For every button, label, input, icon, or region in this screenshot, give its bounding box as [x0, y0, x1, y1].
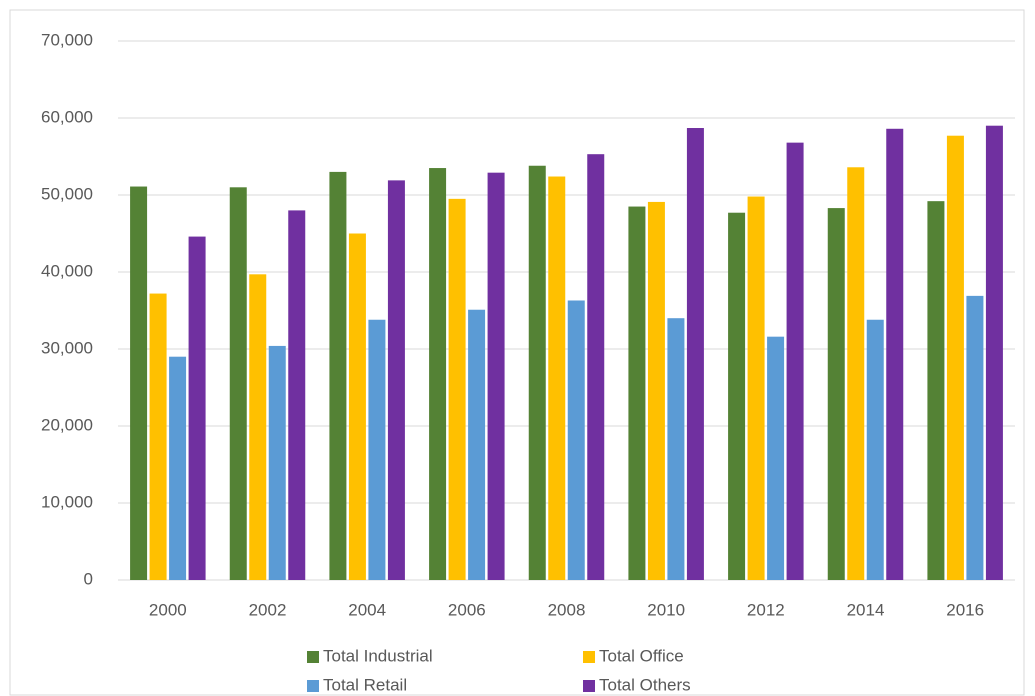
y-tick-label: 30,000 [41, 338, 93, 357]
x-tick-label: 2016 [946, 600, 984, 619]
bar [927, 201, 945, 580]
bar [348, 233, 366, 580]
bar [268, 345, 286, 580]
bar [628, 206, 646, 581]
bar [946, 135, 964, 580]
bar [847, 167, 865, 580]
legend-label: Total Retail [323, 675, 407, 694]
bar [468, 309, 486, 580]
bar [747, 196, 765, 581]
y-tick-label: 10,000 [41, 492, 93, 511]
bar [827, 208, 845, 580]
bar [567, 300, 585, 580]
legend-swatch [583, 680, 595, 692]
y-tick-label: 0 [84, 569, 93, 588]
legend-swatch [307, 651, 319, 663]
bar [647, 201, 665, 580]
legend-label: Total Industrial [323, 646, 433, 665]
bar [149, 293, 167, 580]
x-tick-label: 2004 [348, 600, 386, 619]
bar [728, 212, 746, 580]
y-tick-label: 60,000 [41, 107, 93, 126]
bar [169, 356, 187, 580]
bar [448, 198, 466, 580]
legend-swatch [583, 651, 595, 663]
legend-swatch [307, 680, 319, 692]
x-tick-label: 2008 [548, 600, 586, 619]
bar [130, 186, 148, 580]
x-tick-label: 2002 [249, 600, 287, 619]
bar [487, 172, 505, 581]
bar [886, 128, 904, 580]
bar [368, 319, 386, 580]
bar [188, 236, 206, 580]
bar [966, 295, 984, 580]
bar [667, 318, 685, 580]
legend-label: Total Others [599, 675, 691, 694]
x-tick-label: 2000 [149, 600, 187, 619]
bar [387, 180, 405, 580]
x-tick-label: 2012 [747, 600, 785, 619]
y-tick-label: 50,000 [41, 184, 93, 203]
x-tick-label: 2010 [647, 600, 685, 619]
x-tick-label: 2014 [847, 600, 885, 619]
bar [686, 128, 704, 580]
bar [528, 165, 546, 581]
bar [587, 154, 605, 580]
bar [767, 336, 785, 580]
bar [429, 168, 447, 581]
bar [288, 210, 306, 580]
bar [548, 176, 566, 580]
bar [866, 319, 884, 580]
x-tick-label: 2006 [448, 600, 486, 619]
bar [329, 171, 347, 580]
y-tick-label: 70,000 [41, 30, 93, 49]
bar [229, 187, 247, 581]
bar [249, 274, 267, 580]
bar [786, 142, 804, 580]
legend-label: Total Office [599, 646, 684, 665]
y-tick-label: 40,000 [41, 261, 93, 280]
y-tick-label: 20,000 [41, 415, 93, 434]
bar [985, 125, 1003, 580]
